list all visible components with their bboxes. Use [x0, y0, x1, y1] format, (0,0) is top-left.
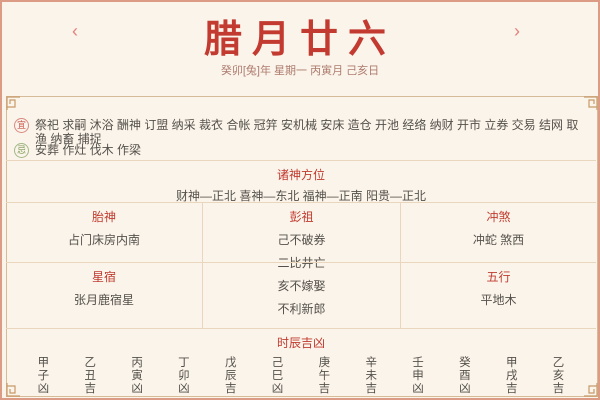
- hour-column: 癸酉凶: [459, 357, 471, 395]
- gods-direction-value: 财神—正北 喜神—东北 福神—正南 阳贵—正北: [175, 189, 426, 203]
- lunar-date-title: 腊月廿六: [203, 16, 396, 61]
- marriage-taboo-cell: 亥不嫁娶 不利新郎: [202, 263, 400, 328]
- wuxing-title: 五行: [486, 270, 511, 284]
- wuxing-value: 平地木: [480, 293, 517, 307]
- hour-column: 乙丑吉: [84, 357, 96, 395]
- pengzu-cell: 彭祖 己不破券 二比井亡: [202, 203, 400, 270]
- yi-badge-icon: 宜: [14, 118, 29, 133]
- hour-column: 丁卯凶: [178, 357, 190, 395]
- marriage-taboo-line2: 不利新郎: [277, 302, 326, 316]
- prev-day-arrow-icon[interactable]: ‹: [72, 21, 78, 41]
- chongsha-value: 冲蛇 煞西: [472, 233, 525, 247]
- hour-column: 辛未吉: [365, 357, 377, 395]
- grid-row-2: 星宿 张月鹿宿星 亥不嫁娶 不利新郎 五行 平地木: [6, 262, 596, 328]
- auspicious-row: 宜 祭祀 求嗣 沐浴 酬神 订盟 纳采 裁衣 合帐 冠笄 安机械 安床 造仓 开…: [14, 118, 590, 146]
- hour-column: 壬申凶: [412, 357, 424, 395]
- hour-fortune-section: 时辰吉凶 甲子凶 乙丑吉 丙寅凶 丁卯凶 戊辰吉 己巳凶 庚午吉 辛未吉 壬申凶…: [6, 328, 596, 395]
- ji-badge-icon: 忌: [14, 143, 29, 158]
- hour-column: 甲戌吉: [505, 357, 518, 395]
- greek-key-corner-icon: [6, 383, 20, 397]
- chongsha-title: 冲煞: [486, 210, 511, 224]
- inauspicious-activities: 安葬 作灶 伐木 作梁: [35, 143, 142, 157]
- greek-key-corner-icon: [6, 96, 20, 110]
- ganzhi-subtitle: 癸卯[兔]年 星期一 丙寅月 己亥日: [220, 65, 380, 77]
- hour-column: 戊辰吉: [224, 357, 237, 395]
- xingxiu-cell: 星宿 张月鹿宿星: [6, 263, 202, 328]
- hour-fortune-columns: 甲子凶 乙丑吉 丙寅凶 丁卯凶 戊辰吉 己巳凶 庚午吉 辛未吉 壬申凶 癸酉凶 …: [6, 357, 596, 396]
- hour-column: 己巳凶: [271, 357, 284, 395]
- ornamental-frame: [6, 96, 598, 397]
- hour-column: 乙亥吉: [552, 357, 565, 395]
- greek-key-corner-icon: [584, 383, 598, 397]
- marriage-taboo-line1: 亥不嫁娶: [277, 279, 326, 293]
- auspicious-activities: 祭祀 求嗣 沐浴 酬神 订盟 纳采 裁衣 合帐 冠笄 安机械 安床 造仓 开池 …: [35, 118, 579, 146]
- xingxiu-title: 星宿: [91, 270, 116, 284]
- grid-row-1: 胎神 占门床房内南 彭祖 己不破券 二比井亡 冲煞 冲蛇 煞西: [6, 202, 596, 270]
- next-day-arrow-icon[interactable]: ›: [514, 21, 520, 41]
- taishen-value: 占门床房内南: [67, 233, 140, 247]
- hour-column: 甲子凶: [37, 357, 50, 395]
- hour-column: 庚午吉: [318, 357, 331, 395]
- chongsha-cell: 冲煞 冲蛇 煞西: [400, 203, 596, 262]
- pengzu-line1: 己不破券: [277, 233, 326, 247]
- hour-column: 丙寅凶: [131, 357, 143, 395]
- taishen-title: 胎神: [91, 210, 116, 224]
- gods-direction-section: 诸神方位 财神—正北 喜神—东北 福神—正南 阳贵—正北: [6, 160, 596, 203]
- pengzu-title: 彭祖: [289, 210, 314, 224]
- wuxing-cell: 五行 平地木: [400, 263, 596, 328]
- taishen-cell: 胎神 占门床房内南: [6, 203, 202, 262]
- inauspicious-row: 忌 安葬 作灶 伐木 作梁: [14, 143, 590, 158]
- greek-key-corner-icon: [584, 96, 598, 110]
- xingxiu-value: 张月鹿宿星: [73, 293, 134, 307]
- pengzu-line2: 二比井亡: [277, 256, 326, 270]
- hour-fortune-title: 时辰吉凶: [276, 336, 325, 350]
- gods-direction-title: 诸神方位: [276, 168, 325, 182]
